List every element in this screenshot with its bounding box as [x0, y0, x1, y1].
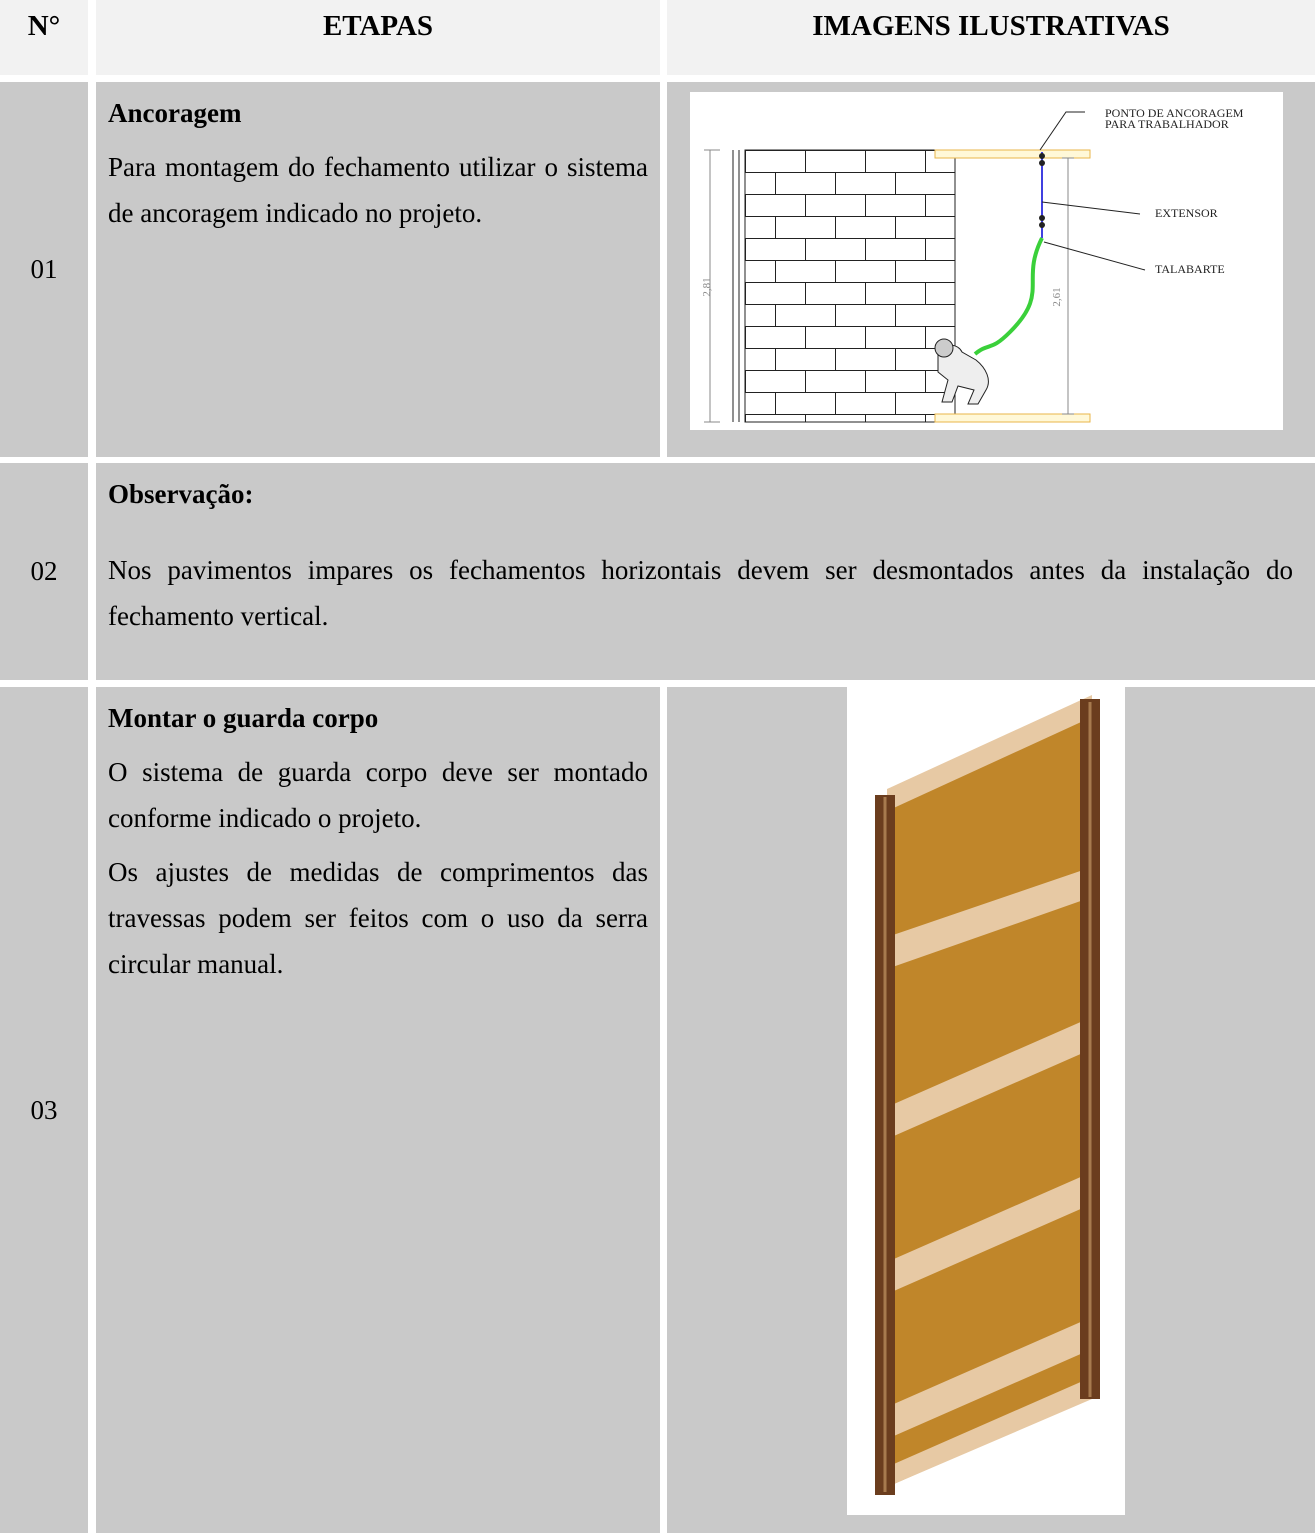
paragraph: O sistema de guarda corpo deve ser monta… [108, 757, 648, 833]
paragraph: Os ajustes de medidas de comprimentos da… [108, 857, 648, 979]
callout: PARA TRABALHADOR [1105, 117, 1229, 131]
row-title: Montar o guarda corpo [108, 703, 379, 733]
callout: EXTENSOR [1155, 206, 1218, 220]
row-title: Ancoragem [108, 98, 242, 128]
anchoring-figure: 2,81 2,61 PONTO DE ANCORAGEM PARA TRABAL… [690, 92, 1283, 430]
paragraph: Nos pavimentos impares os fechamentos ho… [108, 555, 1293, 631]
header-number: N° [0, 0, 88, 75]
dimension: 2,81 [701, 277, 713, 296]
paragraph: Para montagem do fechamento utilizar o s… [108, 152, 648, 228]
row-text: Ancoragem Para montagem do fechamento ut… [96, 82, 660, 457]
callout: TALABARTE [1155, 262, 1225, 276]
callout: PONTO DE ANCORAGEM [1105, 106, 1244, 120]
row-text: Observação: Nos pavimentos impares os fe… [96, 463, 1315, 680]
image-cell: 2,81 2,61 PONTO DE ANCORAGEM PARA TRABAL… [667, 82, 1315, 457]
row-number: 02 [0, 463, 88, 680]
row-title: Observação: [108, 479, 254, 509]
row-text: Montar o guarda corpo O sistema de guard… [96, 687, 660, 1533]
row-number: 03 [0, 687, 88, 1533]
header-steps: ETAPAS [96, 0, 660, 75]
image-cell [667, 687, 1315, 1533]
header-images: IMAGENS ILUSTRATIVAS [667, 0, 1315, 75]
guardrail-figure [847, 687, 1125, 1515]
row-number: 01 [0, 82, 88, 457]
dimension: 2,61 [1051, 287, 1063, 306]
